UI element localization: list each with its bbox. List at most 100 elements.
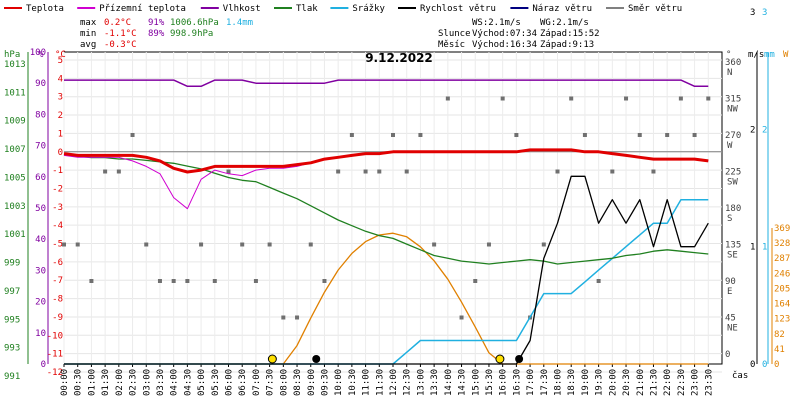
wind-dir-point <box>418 133 423 137</box>
wind-dir-point <box>253 279 258 283</box>
axis-hpa-tick: 1011 <box>4 88 26 98</box>
info-sunset: Západ:15:52 <box>540 29 600 39</box>
x-tick-label: 06:30 <box>238 369 248 396</box>
axis-w-tick: 0 <box>774 360 779 370</box>
axis-hpa-tick: 1001 <box>4 230 26 240</box>
moonrise-marker <box>515 355 524 363</box>
chart-title: 9.12.2022 <box>365 51 433 65</box>
x-tick-label: 10:00 <box>334 369 344 396</box>
info-sunrise: Východ:07:34 <box>472 29 537 39</box>
stats-avg-label: avg <box>80 40 96 50</box>
axis-pct-tick: 60 <box>35 173 46 183</box>
stats-avg-temp: -0.3°C <box>104 40 137 50</box>
axis-hpa-tick: 1013 <box>4 60 26 70</box>
axis-pct-tick: 30 <box>35 266 46 276</box>
axis-pct-tick: 40 <box>35 235 46 245</box>
axis-dir-tick: 360 <box>725 58 741 68</box>
moonset-marker <box>312 355 321 363</box>
axis-hpa-tick: 991 <box>4 372 20 382</box>
wind-dir-point <box>349 133 354 137</box>
stats-min-hum: 89% <box>148 29 165 39</box>
x-tick-label: 13:00 <box>416 369 426 396</box>
axis-mm-tick: 3 <box>762 8 767 18</box>
axis-c-tick: -7 <box>52 276 63 286</box>
x-tick-label: 09:30 <box>320 369 330 396</box>
axis-c-tick: -12 <box>47 368 63 378</box>
x-tick-label: 20:30 <box>622 369 632 396</box>
legend-label-5: Rychlost větru <box>420 4 496 14</box>
axis-mm-tick: 1 <box>762 243 767 253</box>
axis-w-tick: 41 <box>774 345 785 355</box>
wind-dir-point <box>103 169 108 174</box>
x-tick-label: 10:30 <box>348 369 358 396</box>
axis-dir-label: SE <box>727 251 738 261</box>
axis-hpa-tick: 1009 <box>4 117 26 127</box>
wind-dir-point <box>432 242 437 247</box>
x-tick-label: 15:00 <box>471 369 481 396</box>
x-tick-label: 05:00 <box>197 369 207 396</box>
legend-label-0: Teplota <box>26 4 64 14</box>
x-tick-label: 21:30 <box>649 369 659 396</box>
x-tick-label: 00:30 <box>74 369 84 396</box>
axis-w-tick: 246 <box>774 269 790 279</box>
x-tick-label: 04:30 <box>183 369 193 396</box>
axis-pct-tick: 0 <box>41 360 46 370</box>
axis-w-tick: 205 <box>774 284 790 294</box>
info-wg: WG:2.1m/s <box>540 18 589 28</box>
wind-dir-point <box>582 133 587 137</box>
series-teplota <box>63 148 709 174</box>
series-rychlost <box>64 175 709 365</box>
axis-pct-tick: 100 <box>30 48 46 58</box>
wind-dir-point <box>555 169 560 174</box>
wind-dir-point <box>212 279 217 283</box>
axis-dir-label: SW <box>727 178 738 188</box>
wind-dir-point <box>116 169 121 174</box>
axis-c-unit: °C <box>55 50 66 60</box>
x-tick-label: 03:30 <box>156 369 166 396</box>
axis-ms-tick: 1 <box>750 243 755 253</box>
axis-c-tick: -4 <box>52 221 63 231</box>
axis-w-tick: 123 <box>774 315 790 325</box>
info-sun-label: Slunce <box>438 29 471 39</box>
wind-dir-point <box>130 133 135 137</box>
x-tick-label: 12:30 <box>403 369 413 396</box>
stats-max-press: 1006.6hPa <box>170 18 219 28</box>
legend-label-1: Přízemní teplota <box>99 4 186 14</box>
x-tick-label: 17:00 <box>526 369 536 396</box>
x-tick-label: 13:30 <box>430 369 440 396</box>
axis-c-tick: -10 <box>47 331 63 341</box>
axis-c-tick: -9 <box>52 313 63 323</box>
x-tick-label: 02:00 <box>115 369 125 396</box>
axis-dir-label: NE <box>727 324 738 334</box>
wind-dir-point <box>363 169 368 174</box>
axis-dir-label: S <box>727 214 732 224</box>
axis-dir-tick: 225 <box>725 168 741 178</box>
x-tick-label: 01:30 <box>101 369 111 396</box>
legend-label-6: Náraz větru <box>532 4 592 14</box>
info-moonrise: Východ:16:34 <box>472 40 537 50</box>
stats-min-press: 998.9hPa <box>170 29 213 39</box>
x-tick-label: 20:00 <box>608 369 618 396</box>
axis-w-tick: 369 <box>774 224 790 234</box>
axis-ms-tick: 0 <box>750 360 755 370</box>
wind-dir-point <box>445 96 450 101</box>
stats-max-label: max <box>80 18 97 28</box>
x-tick-label: 21:00 <box>636 369 646 396</box>
x-tick-label: 23:30 <box>704 369 714 396</box>
wind-dir-point <box>336 169 341 174</box>
axis-dir-tick: 180 <box>725 204 741 214</box>
axis-dir-label: N <box>727 68 732 78</box>
wind-dir-point <box>404 169 409 174</box>
axis-hpa-tick: 995 <box>4 315 20 325</box>
wind-dir-point <box>157 279 162 283</box>
wind-dir-point <box>596 279 601 283</box>
axis-pct-tick: 80 <box>35 110 46 120</box>
axis-c-tick: -6 <box>52 258 63 268</box>
x-tick-label: 14:00 <box>444 369 454 396</box>
x-tick-label: 22:00 <box>663 369 673 396</box>
wind-dir-point <box>308 242 313 247</box>
wind-dir-point <box>391 133 395 137</box>
axis-c-tick: -2 <box>52 184 63 194</box>
axis-hpa-tick: 999 <box>4 259 20 269</box>
